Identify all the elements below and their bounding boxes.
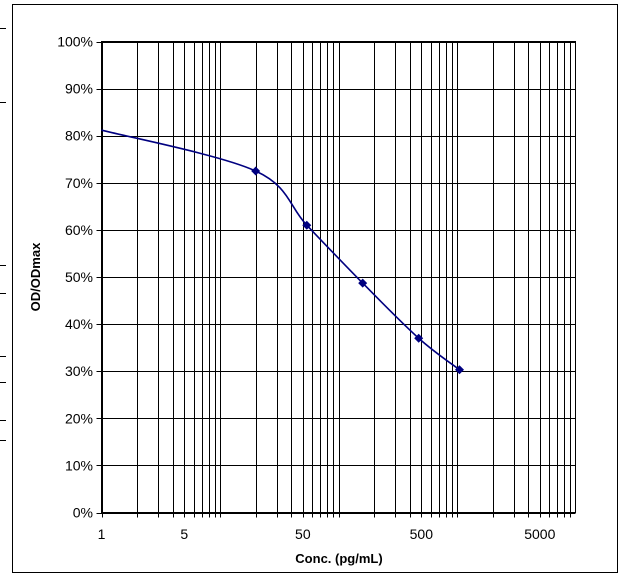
y-axis-label: OD/ODmax xyxy=(28,242,43,311)
data-point-marker xyxy=(251,166,261,176)
y-tick-label: 90% xyxy=(65,81,93,97)
data-point-marker xyxy=(358,278,368,288)
grid-y xyxy=(101,42,576,514)
cropped-left-borders xyxy=(0,28,6,441)
x-tick-label: 5 xyxy=(180,526,188,542)
data-point-marker xyxy=(302,220,312,230)
y-tick-label: 50% xyxy=(65,269,93,285)
x-tick-label: 5000 xyxy=(524,526,555,542)
y-tick-label: 60% xyxy=(65,222,93,238)
x-axis-label: Conc. (pg/mL) xyxy=(295,551,382,566)
grid-x xyxy=(102,41,571,518)
y-tick-label: 30% xyxy=(65,363,93,379)
y-tick-label: 0% xyxy=(73,505,93,521)
x-tick-label: 1 xyxy=(98,526,106,542)
y-tick-label: 70% xyxy=(65,175,93,191)
x-tick-labels: 1 5 50 500 5000 xyxy=(98,526,556,542)
y-tick-label: 20% xyxy=(65,410,93,426)
series-markers xyxy=(251,166,465,375)
data-point-marker xyxy=(455,365,465,375)
y-tick-label: 10% xyxy=(65,457,93,473)
data-point-marker xyxy=(414,333,424,343)
x-tick-label: 50 xyxy=(295,526,311,542)
chart-area xyxy=(12,4,618,573)
y-tick-label: 100% xyxy=(57,34,93,50)
y-tick-label: 40% xyxy=(65,316,93,332)
y-tick-labels: 0% 10% 20% 30% 40% 50% 60% 70% 80% 90% 100% xyxy=(57,34,102,521)
x-tick-label: 500 xyxy=(410,526,434,542)
y-tick-label: 80% xyxy=(65,128,93,144)
